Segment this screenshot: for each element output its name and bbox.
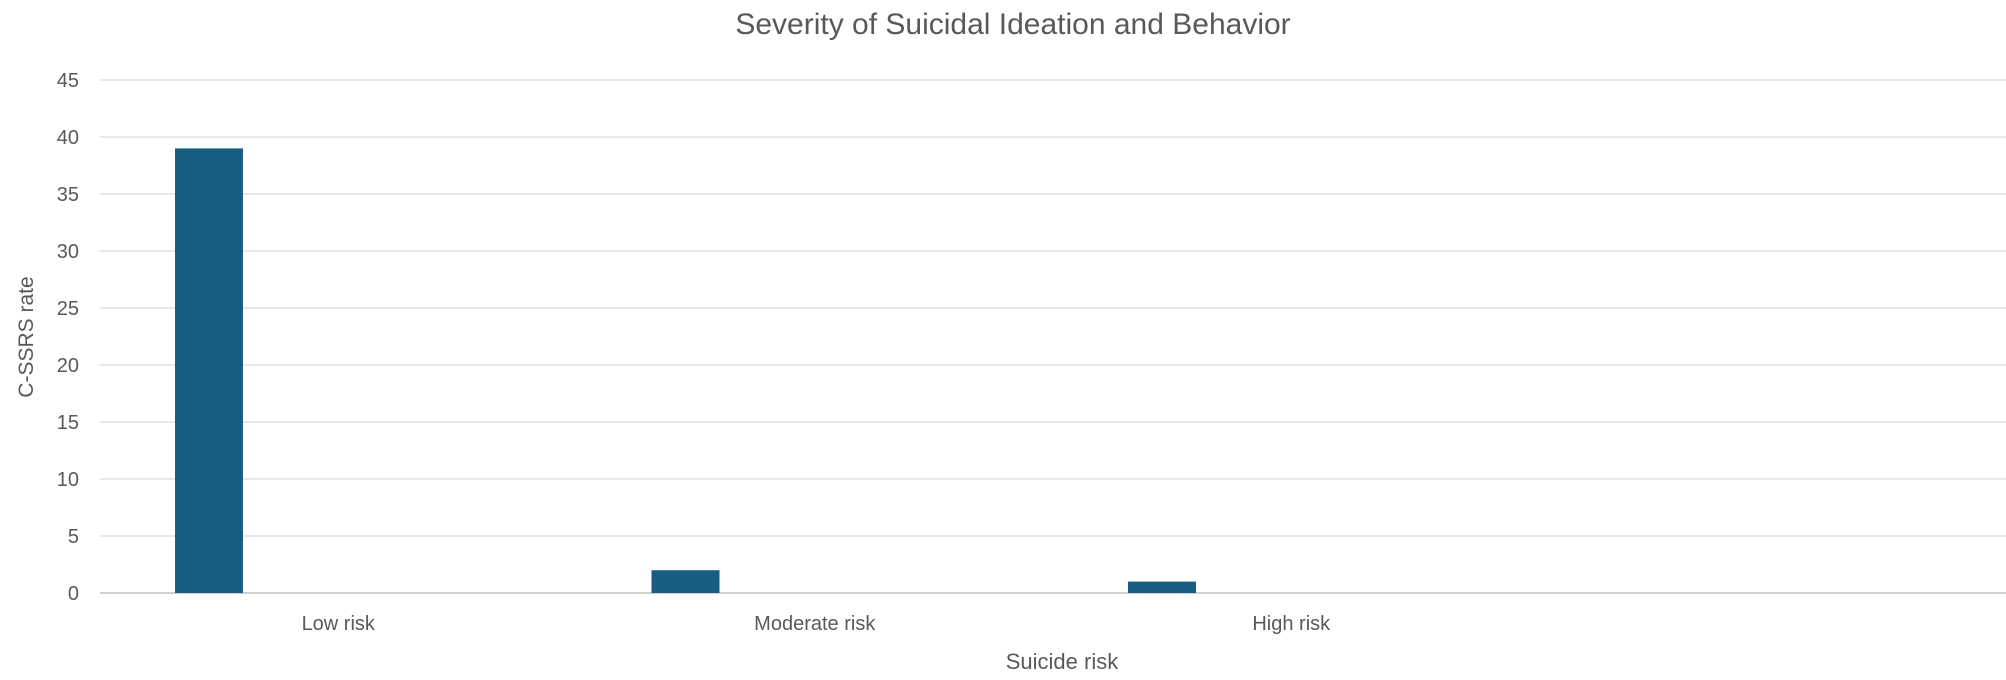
y-tick-label: 40 [57, 127, 79, 149]
bar [175, 148, 243, 593]
y-tick-label: 10 [57, 469, 79, 491]
x-tick-label: High risk [1252, 613, 1331, 635]
x-tick-label: Moderate risk [754, 613, 876, 635]
y-tick-label: 45 [57, 70, 79, 92]
gridlines [100, 79, 2006, 594]
x-tick-label: Low risk [302, 613, 376, 635]
y-tick-label: 25 [57, 298, 79, 320]
bar [651, 570, 720, 593]
y-tick-label: 20 [57, 355, 79, 377]
bar [1128, 581, 1196, 593]
bars [175, 148, 1196, 593]
y-axis-label: C-SSRS rate [15, 276, 38, 397]
y-tick-label: 15 [57, 412, 79, 434]
x-tick-labels: Low risk Moderate risk High risk [302, 613, 1332, 635]
y-tick-label: 35 [57, 184, 79, 206]
y-tick-labels: 0 5 10 15 20 25 30 35 40 45 [57, 70, 79, 605]
chart-title: Severity of Suicidal Ideation and Behavi… [735, 8, 1290, 41]
y-tick-label: 30 [57, 241, 79, 263]
x-axis-label: Suicide risk [1006, 649, 1119, 674]
y-tick-label: 5 [68, 526, 79, 548]
y-tick-label: 0 [68, 583, 79, 605]
